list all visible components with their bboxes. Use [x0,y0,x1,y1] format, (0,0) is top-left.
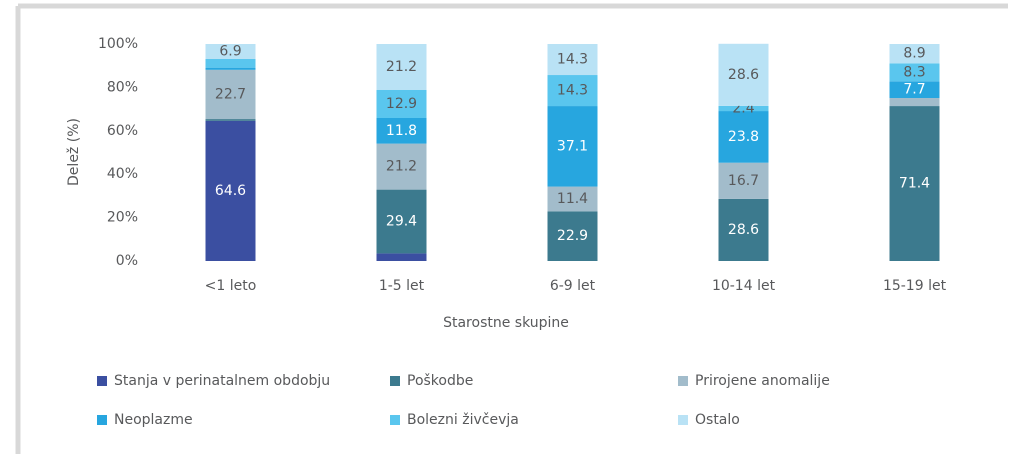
bar-segment [889,81,940,99]
legend-label: Poškodbe [407,373,473,389]
bar-segment [718,162,769,199]
data-label: 64.6 [215,183,246,199]
legend-swatch [678,376,688,386]
data-label: 8.9 [903,46,925,62]
bar-segment [376,44,427,91]
data-label: 14.3 [557,52,588,68]
legend-label: Prirojene anomalije [695,373,830,389]
data-label: 12.9 [386,96,417,112]
x-axis-title: Starostne skupine [443,315,569,331]
x-tick-label: 15-19 let [883,278,947,294]
bar-segment [376,90,427,118]
data-label: 22.9 [557,228,588,244]
bar-segment [718,43,769,106]
data-label: 22.7 [215,86,246,102]
legend-label: Stanja v perinatalnem obdobju [114,373,330,389]
data-label: 28.6 [728,222,759,238]
data-label: 71.4 [899,176,930,192]
data-label: 14.3 [557,83,588,99]
legend-swatch [390,376,400,386]
bar-segment [889,44,940,64]
y-tick-label: 60% [107,123,138,139]
y-tick-label: 80% [107,79,138,95]
bar-segment [205,119,256,121]
y-axis-title: Delež (%) [66,118,82,186]
x-tick-label: 6-9 let [550,278,596,294]
data-label: 16.7 [728,173,759,189]
legend-swatch [97,415,107,425]
data-label: 6.9 [219,43,241,59]
bar-segment [376,253,427,261]
legend-swatch [97,376,107,386]
bar-segment [718,111,769,163]
y-tick-label: 20% [107,210,138,226]
bar-segment [205,67,256,70]
bar-segment [718,105,769,112]
y-tick-label: 0% [116,253,138,269]
data-label: 23.8 [728,129,759,145]
bar-segment [205,69,256,120]
bar-segment [547,106,598,187]
bar-segment [376,117,427,144]
data-label: 21.2 [386,59,417,75]
bar-segment [376,189,427,254]
bar-segment [547,186,598,212]
bar-segment [889,98,940,107]
bar-segment [376,143,427,190]
data-label: 11.8 [386,123,417,139]
data-label: 28.6 [728,67,759,83]
x-tick-label: 1-5 let [379,278,425,294]
data-label: 8.3 [903,64,925,80]
legend-label: Ostalo [695,412,740,428]
bar-segment [205,44,256,59]
bar-segment [889,63,940,82]
data-label: 37.1 [557,138,588,154]
bar-segment [205,58,256,68]
x-tick-label: 10-14 let [712,278,776,294]
data-label: 7.7 [903,82,925,98]
bar-segment [889,106,940,261]
data-label: 11.4 [557,191,588,207]
bar-segment [547,211,598,261]
legend-swatch [678,415,688,425]
bar-segment [547,44,598,76]
data-label: 21.2 [386,159,417,175]
bar-segment [547,75,598,107]
y-tick-label: 40% [107,166,138,182]
data-label: 29.4 [386,214,417,230]
legend-label: Neoplazme [114,412,193,428]
bar-segment [718,198,769,261]
bar-segment [205,120,256,262]
legend-label: Bolezni živčevja [407,412,519,428]
y-tick-label: 100% [98,36,138,52]
legend-swatch [390,415,400,425]
x-tick-label: <1 leto [205,278,257,294]
